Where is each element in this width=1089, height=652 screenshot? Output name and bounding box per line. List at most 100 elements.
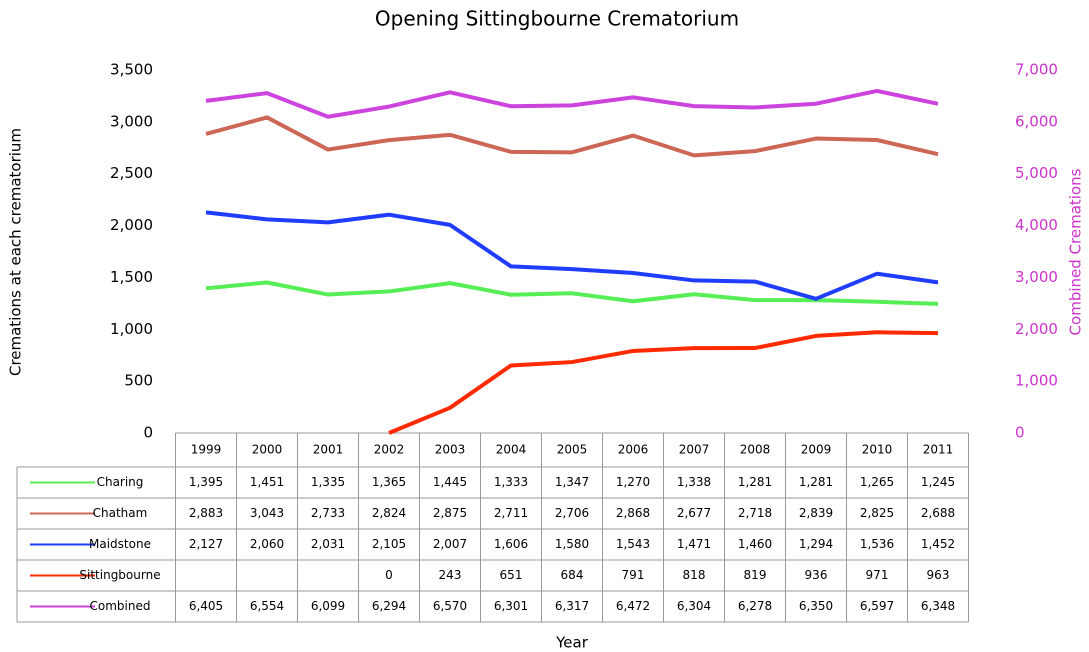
series-line — [205, 210, 939, 301]
table-cell: 1,543 — [616, 537, 650, 551]
table-cell: 1,347 — [555, 475, 589, 489]
table-cell: 2,825 — [860, 506, 894, 520]
y-tick-label: 1,500 — [110, 268, 153, 286]
table-cell: 2,875 — [433, 506, 467, 520]
table-cell: 2,824 — [372, 506, 406, 520]
table-cell: 6,301 — [494, 599, 528, 613]
chart-title: Opening Sittingbourne Crematorium — [375, 7, 739, 31]
y-tick-label: 0 — [143, 424, 153, 442]
table-cell: 1,580 — [555, 537, 589, 551]
table-cell: 243 — [439, 568, 462, 582]
legend-label: Maidstone — [89, 537, 151, 551]
table-cell: 2,706 — [555, 506, 589, 520]
table-cell: 2,733 — [311, 506, 345, 520]
table-cell: 1,445 — [433, 475, 467, 489]
table-cell: 1,294 — [799, 537, 833, 551]
y-tick-label: 3,000 — [110, 112, 153, 130]
y2-tick-label: 1,000 — [1015, 372, 1058, 390]
x-tick-label: 2010 — [862, 443, 893, 457]
y2-tick-label: 4,000 — [1015, 216, 1058, 234]
table-cell: 1,281 — [738, 475, 772, 489]
table-cell: 6,554 — [250, 599, 284, 613]
x-tick-label: 2002 — [374, 443, 405, 457]
table-cell: 6,405 — [189, 599, 223, 613]
table-cell: 2,883 — [189, 506, 223, 520]
table-cell: 1,536 — [860, 537, 894, 551]
y-tick-label: 500 — [124, 372, 153, 390]
x-tick-label: 2007 — [679, 443, 710, 457]
y-tick-label: 2,000 — [110, 216, 153, 234]
y2-tick-label: 3,000 — [1015, 268, 1058, 286]
x-tick-label: 2009 — [801, 443, 832, 457]
table-cell: 1,365 — [372, 475, 406, 489]
series-line — [205, 115, 939, 158]
x-tick-label: 2005 — [557, 443, 588, 457]
table-cell: 6,317 — [555, 599, 589, 613]
table-cell: 971 — [866, 568, 889, 582]
table-cell: 1,245 — [921, 475, 955, 489]
table-cell: 6,570 — [433, 599, 467, 613]
x-tick-label: 2008 — [740, 443, 771, 457]
table-cell: 6,348 — [921, 599, 955, 613]
y-tick-label: 1,000 — [110, 320, 153, 338]
x-tick-label: 2011 — [923, 443, 954, 457]
table-cell: 936 — [805, 568, 828, 582]
table-cell: 2,105 — [372, 537, 406, 551]
y-axis-label: Cremations at each crematorium — [7, 128, 25, 376]
table-cell: 6,350 — [799, 599, 833, 613]
x-tick-label: 2000 — [252, 443, 283, 457]
table-cell: 6,278 — [738, 599, 772, 613]
y2-tick-label: 2,000 — [1015, 320, 1058, 338]
table-cell: 2,127 — [189, 537, 223, 551]
legend-label: Charing — [97, 475, 144, 489]
table-cell: 1,265 — [860, 475, 894, 489]
y2-tick-label: 6,000 — [1015, 112, 1058, 130]
table-cell: 2,007 — [433, 537, 467, 551]
table-cell: 684 — [561, 568, 584, 582]
table-cell: 651 — [500, 568, 523, 582]
table-cell: 6,099 — [311, 599, 345, 613]
x-axis-label: Year — [555, 634, 589, 652]
y2-axis-label: Combined Cremations — [1067, 168, 1085, 335]
y-tick-label: 2,500 — [110, 164, 153, 182]
y2-tick-label: 5,000 — [1015, 164, 1058, 182]
y2-tick-label: 0 — [1015, 424, 1025, 442]
table-cell: 6,472 — [616, 599, 650, 613]
table-cell: 2,839 — [799, 506, 833, 520]
table-cell: 6,597 — [860, 599, 894, 613]
x-tick-label: 2003 — [435, 443, 466, 457]
table-cell: 2,677 — [677, 506, 711, 520]
table-cell: 1,606 — [494, 537, 528, 551]
series-line — [388, 330, 939, 435]
table-cell: 6,304 — [677, 599, 711, 613]
table-cell: 6,294 — [372, 599, 406, 613]
legend-label: Chatham — [93, 506, 148, 520]
table-cell: 1,460 — [738, 537, 772, 551]
table-cell: 1,335 — [311, 475, 345, 489]
legend-label: Combined — [90, 599, 151, 613]
y-tick-label: 3,500 — [110, 61, 153, 79]
legend-label: Sittingbourne — [79, 568, 160, 582]
table-cell: 2,868 — [616, 506, 650, 520]
table-cell: 1,451 — [250, 475, 284, 489]
table-cell: 818 — [683, 568, 706, 582]
x-tick-label: 2004 — [496, 443, 527, 457]
x-tick-label: 2001 — [313, 443, 344, 457]
y2-tick-label: 7,000 — [1015, 61, 1058, 79]
table-cell: 3,043 — [250, 506, 284, 520]
table-cell: 0 — [385, 568, 393, 582]
table-cell: 2,060 — [250, 537, 284, 551]
table-cell: 1,281 — [799, 475, 833, 489]
table-cell: 2,688 — [921, 506, 955, 520]
table-cell: 1,452 — [921, 537, 955, 551]
table-cell: 1,270 — [616, 475, 650, 489]
table-cell: 963 — [927, 568, 950, 582]
table-cell: 1,471 — [677, 537, 711, 551]
table-cell: 1,338 — [677, 475, 711, 489]
table-cell: 2,718 — [738, 506, 772, 520]
x-tick-label: 2006 — [618, 443, 649, 457]
table-cell: 1,395 — [189, 475, 223, 489]
series-line — [205, 88, 939, 119]
table-cell: 2,711 — [494, 506, 528, 520]
